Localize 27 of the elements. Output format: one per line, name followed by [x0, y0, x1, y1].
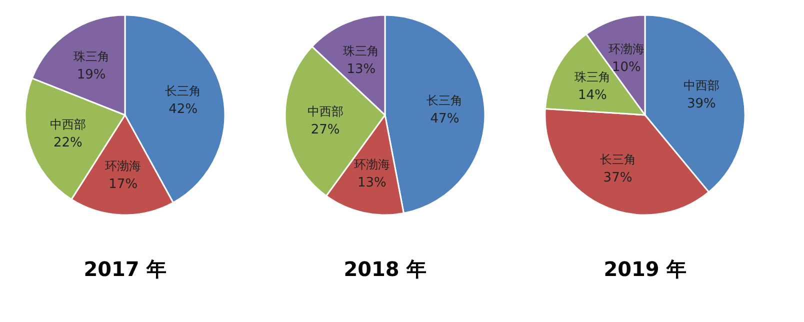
data-label: 19%	[76, 67, 106, 82]
data-label: 42%	[168, 102, 198, 118]
data-label: 37%	[603, 170, 632, 186]
slice-label: 中西部	[50, 118, 86, 132]
data-label: 47%	[430, 111, 460, 126]
data-label: 22%	[53, 136, 82, 151]
text: 2019 年	[604, 257, 686, 281]
data-label: 27%	[310, 122, 340, 138]
text: 2018 年	[344, 257, 426, 281]
slice-label: 珠三角	[73, 49, 110, 64]
slice-label: 长三角	[600, 152, 636, 166]
slice-label: 珠三角	[343, 44, 380, 58]
data-label: 39%	[687, 96, 716, 112]
slice-label: 环渤海	[354, 158, 390, 172]
slice-label: 长三角	[165, 84, 202, 98]
slice-label: 环渤海	[105, 158, 142, 173]
data-label: 13%	[346, 62, 376, 77]
slice-label: 长三角	[426, 93, 463, 108]
text: 2017 年	[84, 257, 166, 281]
data-label: 10%	[612, 60, 641, 75]
slice-label: 中西部	[307, 104, 344, 119]
slice-label: 环渤海	[608, 42, 644, 56]
data-label: 13%	[357, 176, 386, 191]
slice-label: 珠三角	[574, 70, 610, 84]
data-label: 14%	[578, 88, 607, 104]
slice-label: 中西部	[683, 78, 720, 93]
data-label: 17%	[108, 176, 138, 192]
